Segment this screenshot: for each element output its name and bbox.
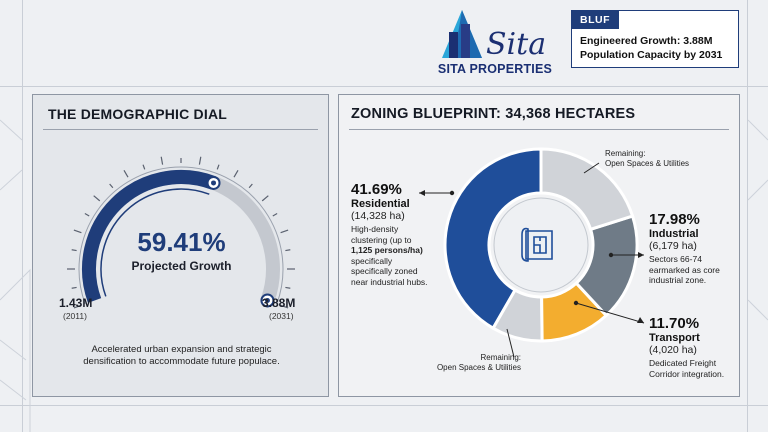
gauge-inner-arc xyxy=(100,188,210,297)
gauge-tick xyxy=(142,164,146,170)
donut-center xyxy=(493,197,589,293)
transport-percent: 11.70% xyxy=(649,315,700,332)
zoning-donut-chart xyxy=(419,147,645,358)
donut-segment-remaining_top xyxy=(539,147,635,232)
dot-residential xyxy=(449,190,455,196)
sita-logo: Sita xyxy=(442,10,546,62)
gauge-max-year: (2031) xyxy=(269,311,294,321)
residential-callout: 41.69% Residential (14,328 ha) High-dens… xyxy=(351,181,431,287)
industrial-hectares: (6,179 ha) xyxy=(649,240,697,252)
bluf-tag: BLUF xyxy=(572,11,619,29)
gauge-tick xyxy=(285,249,291,252)
zoning-title: ZONING BLUEPRINT: 34,368 HECTARES xyxy=(351,106,636,122)
logo-wordmark: Sita xyxy=(486,27,546,62)
gauge-min-year: (2011) xyxy=(63,311,87,321)
brand-name: SITA PROPERTIES xyxy=(437,62,553,76)
gauge-tick xyxy=(123,169,129,178)
demographic-title: THE DEMOGRAPHIC DIAL xyxy=(48,106,227,122)
growth-value: 59.41% xyxy=(137,227,226,257)
bluf-line-2: Population Capacity by 2031 xyxy=(580,49,723,61)
gauge-min-value: 1.43M xyxy=(59,296,93,310)
gauge-tick xyxy=(73,229,82,234)
gauge-tick xyxy=(285,286,291,289)
bluf-text: Engineered Growth: 3.88M Population Capa… xyxy=(580,34,736,62)
dot-industrial xyxy=(608,252,614,258)
gauge-tick xyxy=(261,195,269,202)
growth-label: Projected Growth xyxy=(131,259,232,273)
title-divider xyxy=(349,129,729,130)
gauge-tick xyxy=(198,156,202,165)
gauge-tick xyxy=(272,212,278,217)
connector-remaining-top xyxy=(583,162,600,174)
demographic-gauge xyxy=(67,156,295,309)
transport-hectares: (4,020 ha) xyxy=(649,344,697,356)
transport-callout: 11.70% Transport (4,020 ha) Dedicated Fr… xyxy=(649,315,737,379)
industrial-name: Industrial xyxy=(649,228,699,240)
gauge-tick xyxy=(233,169,239,178)
connector-remaining-bottom xyxy=(506,328,515,358)
industrial-percent: 17.98% xyxy=(649,211,700,228)
gauge-outer-rim xyxy=(78,166,284,305)
gauge-progress xyxy=(82,170,216,303)
gauge-max-value: 3.88M xyxy=(262,296,296,310)
zoning-panel: ZONING BLUEPRINT: 34,368 HECTARES xyxy=(338,94,740,397)
industrial-desc: Sectors 66-74 earmarked as core industri… xyxy=(649,254,720,285)
connector-transport xyxy=(575,302,645,324)
bluf-line-1: Engineered Growth: 3.88M xyxy=(580,35,713,47)
gauge-tick xyxy=(93,195,101,202)
dot-transport xyxy=(573,300,579,306)
demographic-panel: THE DEMOGRAPHIC DIAL 59.41% Projected Gr… xyxy=(32,94,329,397)
gauge-tick xyxy=(160,156,164,165)
donut-segment-residential xyxy=(443,147,543,331)
blueprint-icon xyxy=(521,227,553,262)
gauge-tick xyxy=(84,212,90,217)
residential-hectares: (14,328 ha) xyxy=(351,210,405,222)
gauge-tick xyxy=(71,249,77,252)
arrow-transport xyxy=(637,317,644,323)
transport-desc: Dedicated Freight Corridor integration. xyxy=(649,358,725,379)
transport-name: Transport xyxy=(649,332,700,344)
gauge-ticks xyxy=(67,156,295,309)
arrow-industrial xyxy=(638,252,644,258)
bluf-box: BLUF Engineered Growth: 3.88M Population… xyxy=(571,10,739,68)
gauge-tick xyxy=(73,304,82,309)
gauge-tick xyxy=(216,164,220,170)
residential-desc: High-density clustering (up to 1,125 per… xyxy=(351,224,428,287)
gauge-tick xyxy=(280,229,289,234)
remaining-top-label: Remaining: Open Spaces & Utilities xyxy=(605,149,690,168)
industrial-callout: 17.98% Industrial (6,179 ha) Sectors 66-… xyxy=(649,211,737,286)
arrow-residential xyxy=(419,190,425,196)
gauge-tick xyxy=(71,286,77,289)
caption-line-2: densification to accommodate future popu… xyxy=(83,356,280,367)
gauge-tick xyxy=(109,183,114,189)
demographic-caption: Accelerated urban expansion and strategi… xyxy=(73,344,290,368)
title-divider xyxy=(43,129,318,130)
remaining-bottom-label: Remaining: Open Spaces & Utilities xyxy=(436,353,521,372)
gauge-tick xyxy=(248,183,253,189)
caption-line-1: Accelerated urban expansion and strategi… xyxy=(91,344,272,355)
gauge-tick xyxy=(280,304,289,309)
residential-percent: 41.69% xyxy=(351,181,402,198)
residential-name: Residential xyxy=(351,198,410,210)
